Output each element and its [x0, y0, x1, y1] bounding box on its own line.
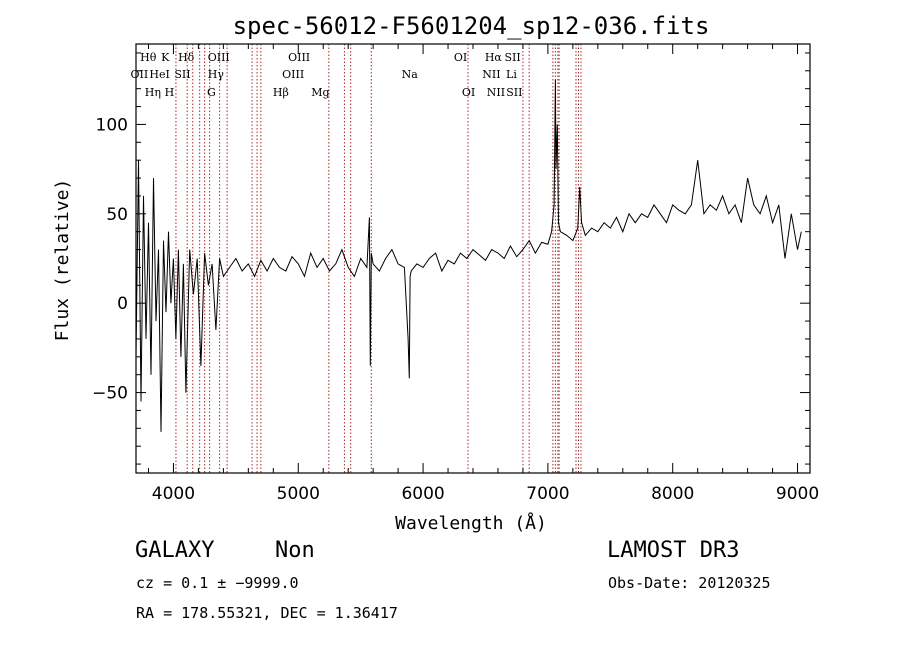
line-label: SII — [504, 51, 520, 64]
line-label: Hη — [145, 86, 161, 99]
line-label: Na — [402, 68, 419, 81]
y-tick-label: 0 — [117, 294, 128, 314]
line-label: Mg — [311, 86, 329, 99]
line-label: SII — [174, 68, 190, 81]
y-axis-label: Flux (relative) — [52, 179, 73, 342]
line-label: H — [165, 86, 175, 99]
survey-label: LAMOST DR3 — [607, 538, 740, 563]
x-axis-ticks: 4000 5000 6000 7000 8000 9000 — [147, 44, 819, 504]
line-label: SII — [506, 86, 522, 99]
subclass-label: Non — [275, 538, 315, 563]
x-tick-label: 8000 — [651, 484, 694, 504]
x-tick-label: 9000 — [776, 484, 819, 504]
line-label: Hγ — [208, 68, 225, 81]
obs-date-text: Obs-Date: 20120325 — [608, 574, 771, 592]
line-label: G — [207, 86, 216, 99]
x-axis-label: Wavelength (Å) — [395, 512, 547, 534]
coords-text: RA = 178.55321, DEC = 1.36417 — [136, 604, 398, 622]
class-label: GALAXY — [135, 538, 215, 563]
redshift-text: cz = 0.1 ± −9999.0 — [136, 574, 299, 592]
line-label: Hθ — [140, 51, 157, 64]
y-axis-ticks: −50 0 50 100 — [92, 52, 810, 465]
x-tick-label: 4000 — [152, 484, 195, 504]
line-label: K — [161, 51, 170, 64]
line-label: OIII — [282, 68, 304, 81]
line-label: OI — [454, 51, 467, 64]
y-tick-label: −50 — [92, 384, 128, 404]
line-label: NII — [487, 86, 505, 99]
line-label: OII — [131, 68, 149, 81]
y-tick-label: 100 — [96, 115, 128, 135]
line-label: Hβ — [273, 86, 289, 99]
line-label: Hδ — [178, 51, 195, 64]
line-label: OI — [462, 86, 475, 99]
line-label: Hα — [485, 51, 503, 64]
chart-title: spec-56012-F5601204_sp12-036.fits — [233, 12, 710, 40]
x-tick-label: 7000 — [526, 484, 569, 504]
emission-marker-lines — [175, 44, 582, 473]
line-label: OIII — [288, 51, 310, 64]
line-label: OIII — [208, 51, 230, 64]
x-tick-label: 5000 — [277, 484, 320, 504]
line-label: Li — [506, 68, 517, 81]
plot-frame — [135, 43, 811, 474]
x-tick-label: 6000 — [401, 484, 444, 504]
flux-series-line — [135, 79, 802, 432]
line-label: HeI — [149, 68, 169, 81]
emission-line-labels: OII Hθ Hη HeI K H Hδ SII OIII Hγ G Hβ OIII OIII Mg Na OI… — [131, 51, 523, 99]
y-tick-label: 50 — [106, 205, 128, 225]
line-label: NII — [482, 68, 500, 81]
